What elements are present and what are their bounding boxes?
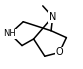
Text: N: N	[49, 12, 56, 22]
Text: O: O	[56, 47, 63, 57]
Text: NH: NH	[4, 29, 16, 38]
